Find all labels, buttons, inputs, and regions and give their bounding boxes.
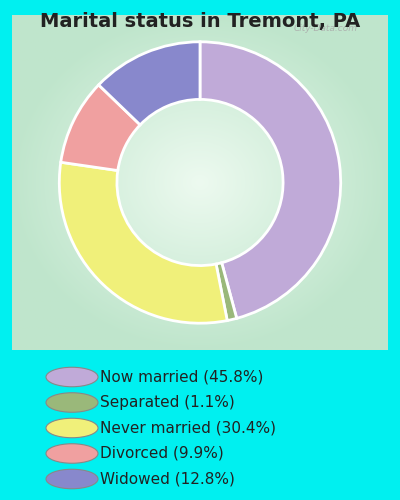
Circle shape [46,418,98,438]
Wedge shape [99,42,200,125]
Circle shape [46,367,98,387]
Circle shape [46,393,98,412]
Text: Marital status in Tremont, PA: Marital status in Tremont, PA [40,12,360,32]
Text: Now married (45.8%): Now married (45.8%) [100,370,263,384]
Wedge shape [216,262,237,320]
Circle shape [46,469,98,489]
Wedge shape [61,85,140,170]
Text: Widowed (12.8%): Widowed (12.8%) [100,472,235,486]
Circle shape [46,444,98,463]
Wedge shape [200,42,341,318]
Text: City-Data.com: City-Data.com [294,24,358,34]
Wedge shape [59,162,227,323]
Text: Separated (1.1%): Separated (1.1%) [100,395,235,410]
Text: Divorced (9.9%): Divorced (9.9%) [100,446,224,461]
Text: Never married (30.4%): Never married (30.4%) [100,420,276,436]
